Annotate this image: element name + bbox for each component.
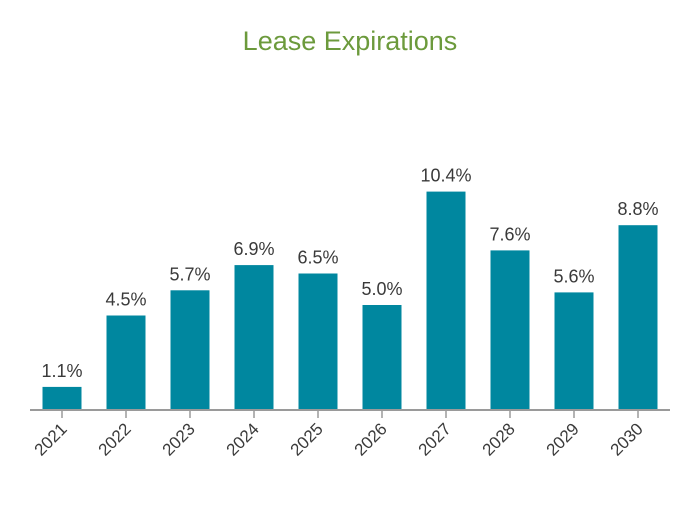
x-tick-label-2023: 2023 xyxy=(159,419,199,459)
data-label-2028: 7.6% xyxy=(489,224,530,244)
x-tick-label-2021: 2021 xyxy=(31,419,71,459)
x-tick-label-2029: 2029 xyxy=(543,419,583,459)
bar-2023 xyxy=(170,290,210,410)
data-label-2026: 5.0% xyxy=(361,279,402,299)
data-label-2030: 8.8% xyxy=(617,199,658,219)
bar-2024 xyxy=(234,265,274,410)
data-label-2021: 1.1% xyxy=(41,361,82,381)
chart-title: Lease Expirations xyxy=(242,26,458,56)
bar-group xyxy=(42,191,658,410)
bar-2027 xyxy=(426,191,466,410)
x-tick-label-2025: 2025 xyxy=(287,419,327,459)
bar-2025 xyxy=(298,273,338,410)
bar-2021 xyxy=(42,386,82,410)
data-label-2023: 5.7% xyxy=(169,264,210,284)
data-label-2024: 6.9% xyxy=(233,239,274,259)
data-label-2027: 10.4% xyxy=(420,166,471,186)
bar-2029 xyxy=(554,292,594,410)
x-tick-label-group: 2021 2022 2023 2024 2025 2026 2027 2028 2029 2030 xyxy=(31,419,647,459)
bar-2028 xyxy=(490,250,530,410)
bar-2022 xyxy=(106,315,146,410)
x-tick-group xyxy=(61,410,639,418)
x-tick-label-2024: 2024 xyxy=(223,419,263,459)
data-label-2025: 6.5% xyxy=(297,248,338,268)
x-tick-label-2026: 2026 xyxy=(351,419,391,459)
x-tick-label-2028: 2028 xyxy=(479,419,519,459)
data-label-group: 1.1% 4.5% 5.7% 6.9% 6.5% 5.0% 10.4% 7.6% 5.6% 8.8… xyxy=(41,166,658,381)
bar-2030 xyxy=(618,225,658,410)
x-tick-label-2027: 2027 xyxy=(415,419,455,459)
data-label-2029: 5.6% xyxy=(553,266,594,286)
data-label-2022: 4.5% xyxy=(105,290,146,310)
x-tick-label-2030: 2030 xyxy=(607,419,647,459)
x-tick-label-2022: 2022 xyxy=(95,419,135,459)
bar-2026 xyxy=(362,305,402,410)
